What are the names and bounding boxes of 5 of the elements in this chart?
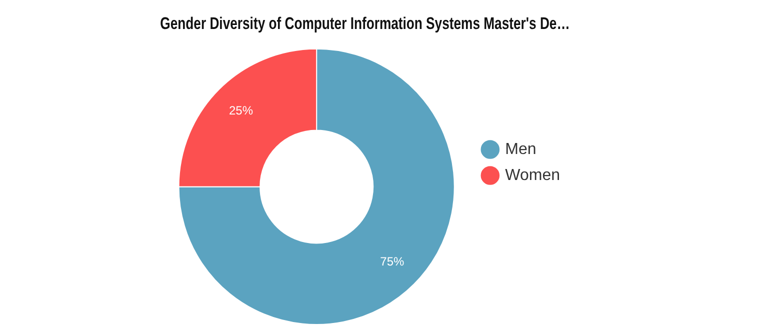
legend-label: Men: [505, 140, 536, 158]
legend-label: Women: [505, 166, 560, 184]
data-label: 75%: [380, 254, 405, 269]
data-label: 25%: [228, 103, 254, 118]
chart-title: Gender Diversity of Computer Information Systems Master's De…: [160, 14, 570, 34]
